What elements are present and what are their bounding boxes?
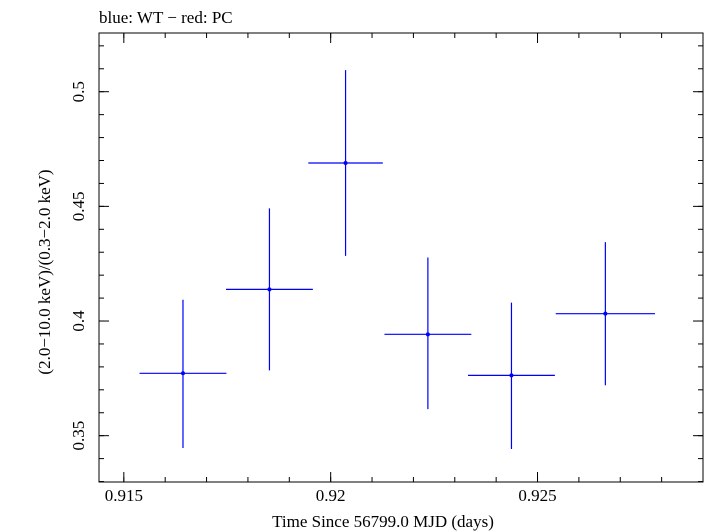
y-tick-label: 0.45 — [69, 191, 88, 221]
data-point — [139, 299, 227, 449]
chart-title: blue: WT − red: PC — [99, 8, 233, 27]
x-tick-label: 0.92 — [316, 486, 346, 505]
data-marker — [509, 373, 514, 378]
data-point — [555, 242, 656, 386]
x-tick-label: 0.925 — [518, 486, 556, 505]
y-axis-label: (2.0−10.0 keV)/(0.3−2.0 keV) — [35, 169, 54, 374]
x-axis-label: Time Since 56799.0 MJD (days) — [272, 512, 494, 531]
x-tick-label: 0.915 — [105, 486, 143, 505]
data-marker — [603, 311, 608, 316]
data-point — [308, 70, 383, 256]
y-axis-tick-labels: 0.35 0.4 0.45 0.5 — [69, 81, 88, 450]
x-axis-ticks — [123, 33, 704, 482]
y-tick-label: 0.5 — [69, 81, 88, 102]
data-marker — [267, 287, 272, 292]
data-marker — [425, 332, 430, 337]
data-marker — [343, 161, 348, 166]
data-points — [139, 70, 656, 449]
y-tick-label: 0.35 — [69, 421, 88, 451]
y-axis-ticks — [99, 45, 703, 483]
x-axis-tick-labels: 0.915 0.92 0.925 — [105, 486, 557, 505]
data-point — [384, 257, 472, 410]
data-marker — [180, 371, 185, 376]
data-point — [226, 208, 313, 371]
plot-frame — [98, 32, 704, 483]
data-point — [468, 302, 555, 449]
y-tick-label: 0.4 — [69, 310, 88, 332]
